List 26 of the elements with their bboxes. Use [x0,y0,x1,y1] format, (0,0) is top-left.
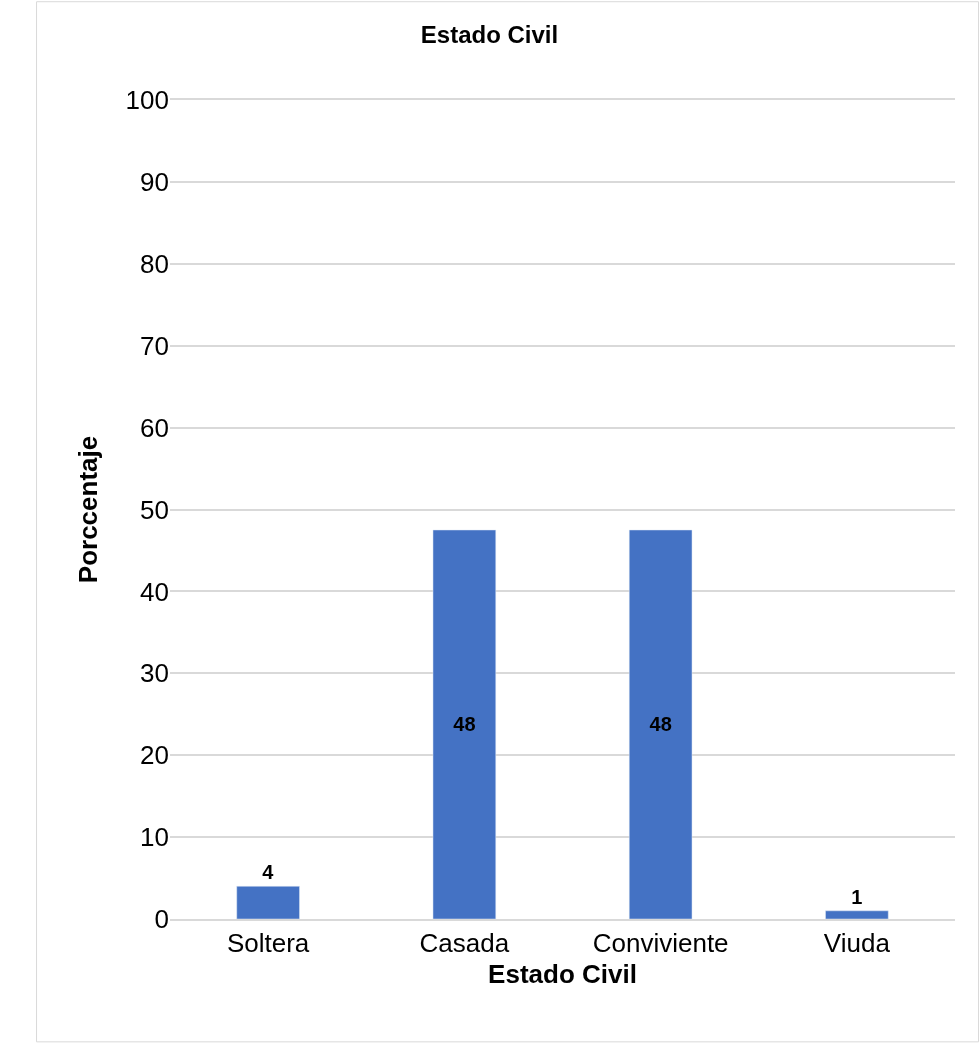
y-tick-label: 10 [140,822,169,853]
bar [432,529,497,919]
y-axis-title: Porccentaje [73,435,104,584]
y-tick-label: 90 [140,167,169,197]
x-tick-label: Casada [419,927,510,958]
y-tick-label: 50 [140,494,169,525]
data-label: 1 [851,885,863,908]
y-tick-label: 60 [140,412,169,443]
bar [628,529,693,919]
y-tick-label: 40 [140,576,169,607]
y-tick-label: 20 [140,740,169,771]
data-label: 48 [453,713,476,736]
data-label: 4 [262,861,275,884]
x-tick-label: Soltera [226,927,310,958]
y-tick-label: 30 [140,658,169,689]
x-tick-label: Viuda [823,927,891,958]
y-tick-label: 100 [125,85,169,116]
chart-title: Estado Civil [420,21,559,49]
bar [825,910,889,919]
x-tick-label: Conviviente [592,927,729,958]
bar [236,885,300,919]
x-axis-title: Estado Civil [488,959,637,990]
y-tick-label: 80 [140,248,169,279]
data-label: 48 [649,713,672,736]
y-tick-label: 0 [154,904,169,935]
y-tick-label: 70 [140,330,169,361]
